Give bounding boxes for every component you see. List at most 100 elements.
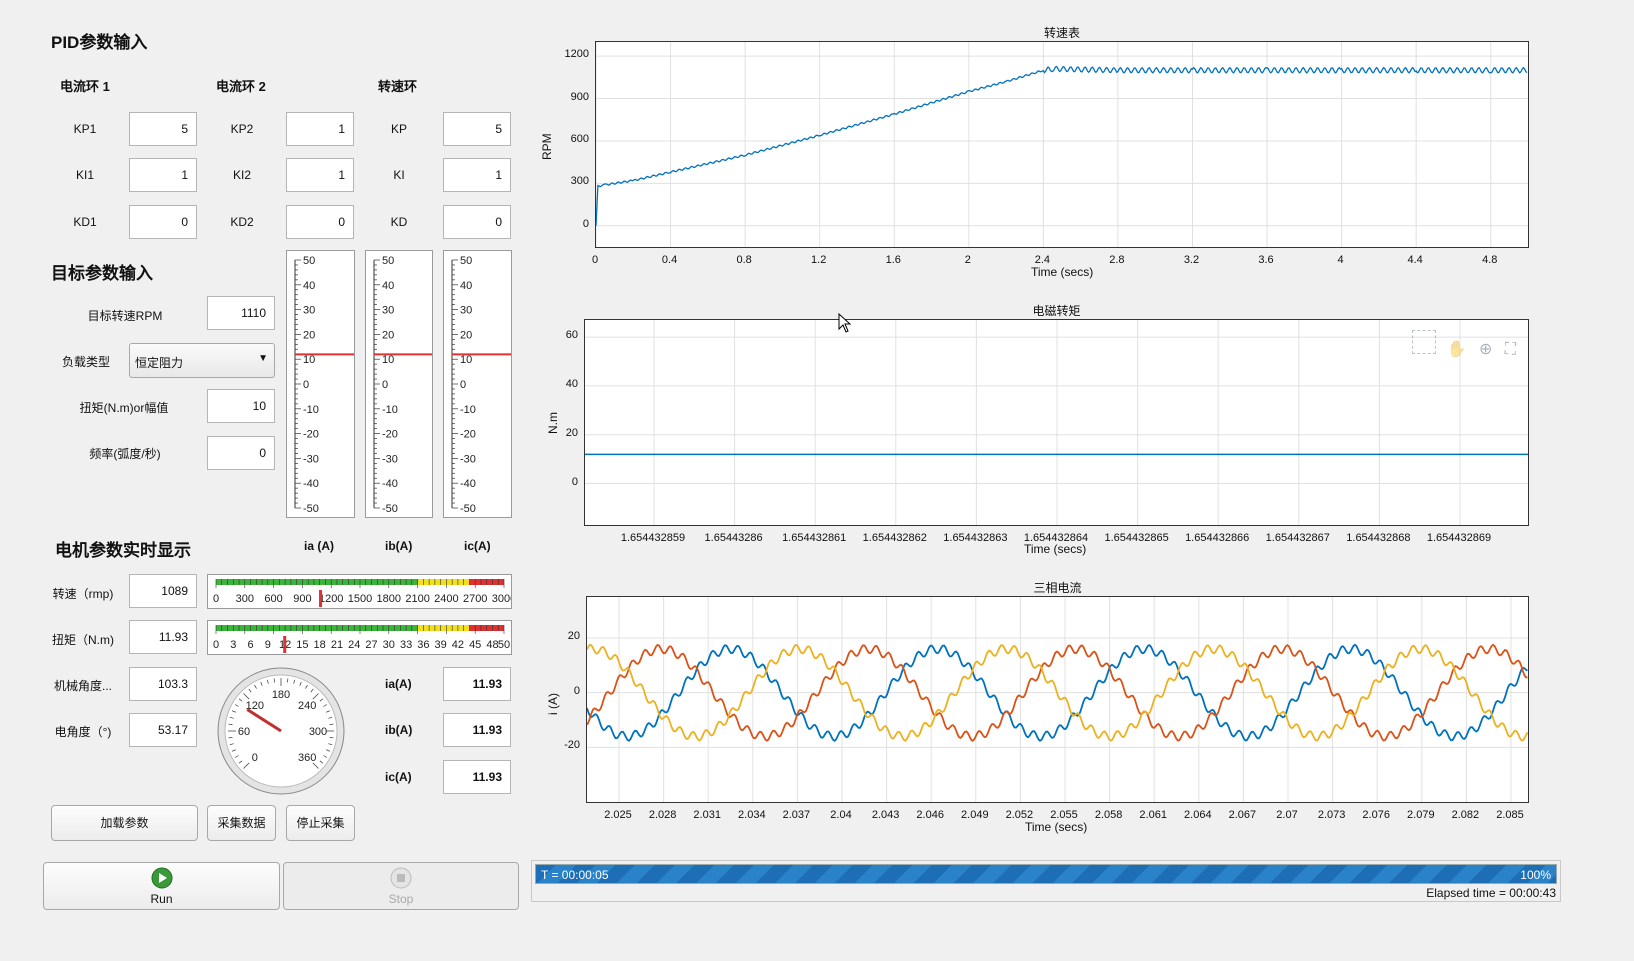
pan-hand-icon[interactable]: ✋ [1446, 341, 1467, 358]
progress-percent: 100% [1520, 868, 1551, 882]
target-rpm-field[interactable]: 1110 [207, 296, 275, 330]
x-tick-label: 2.067 [1228, 809, 1257, 821]
x-tick-label: 2.076 [1362, 809, 1390, 821]
gauge-tick [243, 693, 250, 700]
frequency-field[interactable]: 0 [207, 436, 275, 470]
ic-gauge-header: ic(A) [464, 539, 491, 553]
ki1-field[interactable]: 1 [129, 158, 197, 192]
gauge-tick-label: 27 [365, 639, 377, 651]
ki1-label: KI1 [75, 168, 94, 182]
gauge-tick [228, 737, 233, 739]
gauge-tick [266, 679, 269, 684]
play-icon [151, 867, 173, 889]
y-tick-label: 900 [570, 90, 589, 103]
current-chart[interactable] [586, 596, 1529, 803]
y-tick-label: 0 [582, 217, 589, 230]
restore-view-icon[interactable]: ⛶ [1504, 341, 1516, 358]
x-tick-label: 1.654432869 [1426, 532, 1492, 544]
speed-field: 1089 [129, 574, 197, 608]
speed-chart[interactable] [595, 41, 1529, 248]
ki-label: KI [393, 168, 405, 182]
gauge-tick-label: -50 [303, 503, 319, 515]
gauge-tick [323, 704, 328, 707]
gauge-tick-label: 20 [303, 329, 315, 341]
y-tick-label: 0 [573, 684, 580, 697]
gauge-tick-label: 60 [238, 726, 250, 738]
kd2-label: KD2 [230, 215, 254, 229]
gauge-tick [248, 688, 252, 693]
kp2-field[interactable]: 1 [286, 112, 354, 146]
kd2-field[interactable]: 0 [286, 205, 354, 239]
current-chart-title: 三相电流 [1033, 581, 1082, 595]
ic-field: 11.93 [443, 760, 511, 794]
kp-label: KP [390, 122, 407, 136]
gauge-yellow-zone [417, 579, 470, 585]
gauge-tick-label: 240 [298, 700, 316, 712]
gauge-tick-label: 1800 [377, 593, 401, 605]
y-tick-label: 20 [565, 426, 578, 439]
torque-amp-field[interactable]: 10 [207, 389, 275, 423]
load-params-button[interactable]: 加载参数 [51, 805, 198, 841]
gauge-tick [299, 681, 302, 686]
x-tick-label: 2.082 [1451, 809, 1480, 821]
mech-angle-label: 机械角度... [53, 679, 112, 693]
gauge-tick-label: 2700 [463, 593, 487, 605]
speed-series-line [596, 65, 1528, 226]
gauge-tick-label: 20 [460, 329, 472, 341]
x-tick-label: 2.034 [738, 809, 766, 821]
gauge-tick-label: -20 [382, 429, 398, 441]
gauge-tick [254, 684, 257, 689]
ia-gauge-header: ia (A) [304, 539, 334, 553]
torque-chart-xlabel: Time (secs) [1024, 542, 1087, 556]
kp-field[interactable]: 5 [443, 112, 511, 146]
gauge-tick-label: 0 [213, 593, 219, 605]
export-icon[interactable] [1412, 330, 1437, 354]
run-label: Run [150, 892, 173, 906]
ia-field: 11.93 [443, 667, 511, 701]
x-tick-label: 2.031 [693, 809, 721, 821]
torque-linear-gauge: 03691215182124273033363942454850 [207, 620, 512, 655]
x-tick-label: 2.8 [1109, 254, 1125, 266]
loop2-title: 电流环 2 [216, 79, 266, 94]
run-button[interactable]: Run [43, 862, 280, 910]
gauge-tick-label: 0 [460, 379, 466, 391]
mouse-cursor-icon [838, 313, 852, 333]
ki2-field[interactable]: 1 [286, 158, 354, 192]
gauge-tick-label: 18 [314, 639, 326, 651]
gauge-tick [326, 749, 331, 752]
gauge-tick-label: 30 [303, 305, 315, 317]
gauge-tick-label: 9 [265, 639, 271, 651]
y-tick-label: 0 [571, 475, 578, 488]
gauge-tick-label: 360 [298, 752, 316, 764]
elapsed-time: Elapsed time = 00:00:43 [1426, 886, 1556, 900]
mech-angle-circular-gauge: 0 60 120 180 240 300 360 [216, 666, 346, 796]
kd-field[interactable]: 0 [443, 205, 511, 239]
x-tick-label: 1.654432861 [782, 532, 847, 544]
ic-label: ic(A) [385, 770, 412, 784]
zoom-in-icon[interactable]: ⊕ [1478, 341, 1493, 358]
gauge-tick-label: -50 [460, 503, 476, 515]
gauge-tick-label: 10 [460, 354, 472, 366]
gauge-tick [319, 760, 324, 764]
gauge-tick-label: 10 [382, 354, 394, 366]
ki-field[interactable]: 1 [443, 158, 511, 192]
gauge-tick-label: 10 [303, 354, 315, 366]
x-tick-label: 1.654432866 [1185, 532, 1250, 544]
gauge-tick [260, 681, 263, 686]
gauge-tick-label: 33 [400, 639, 412, 651]
stop-collect-button[interactable]: 停止采集 [286, 805, 355, 841]
gauge-tick-label: 21 [331, 639, 343, 651]
x-tick-label: 2.055 [1050, 809, 1078, 821]
kp1-field[interactable]: 5 [129, 112, 197, 146]
gauge-green-zone [216, 579, 418, 585]
current-chart-ylabel: i (A) [546, 693, 560, 715]
collect-data-button[interactable]: 采集数据 [207, 805, 276, 841]
gauge-tick-label: 120 [246, 700, 264, 712]
gauge-tick-label: 0 [382, 379, 388, 391]
load-type-dropdown[interactable]: 恒定阻力 ▼ [129, 343, 275, 378]
kd1-field[interactable]: 0 [129, 205, 197, 239]
mech-angle-field: 103.3 [129, 667, 197, 701]
torque-chart[interactable]: ✋ ⊕ ⛶ [584, 319, 1529, 526]
gauge-tick-label: -10 [460, 404, 476, 416]
stop-button[interactable]: Stop [283, 862, 519, 910]
